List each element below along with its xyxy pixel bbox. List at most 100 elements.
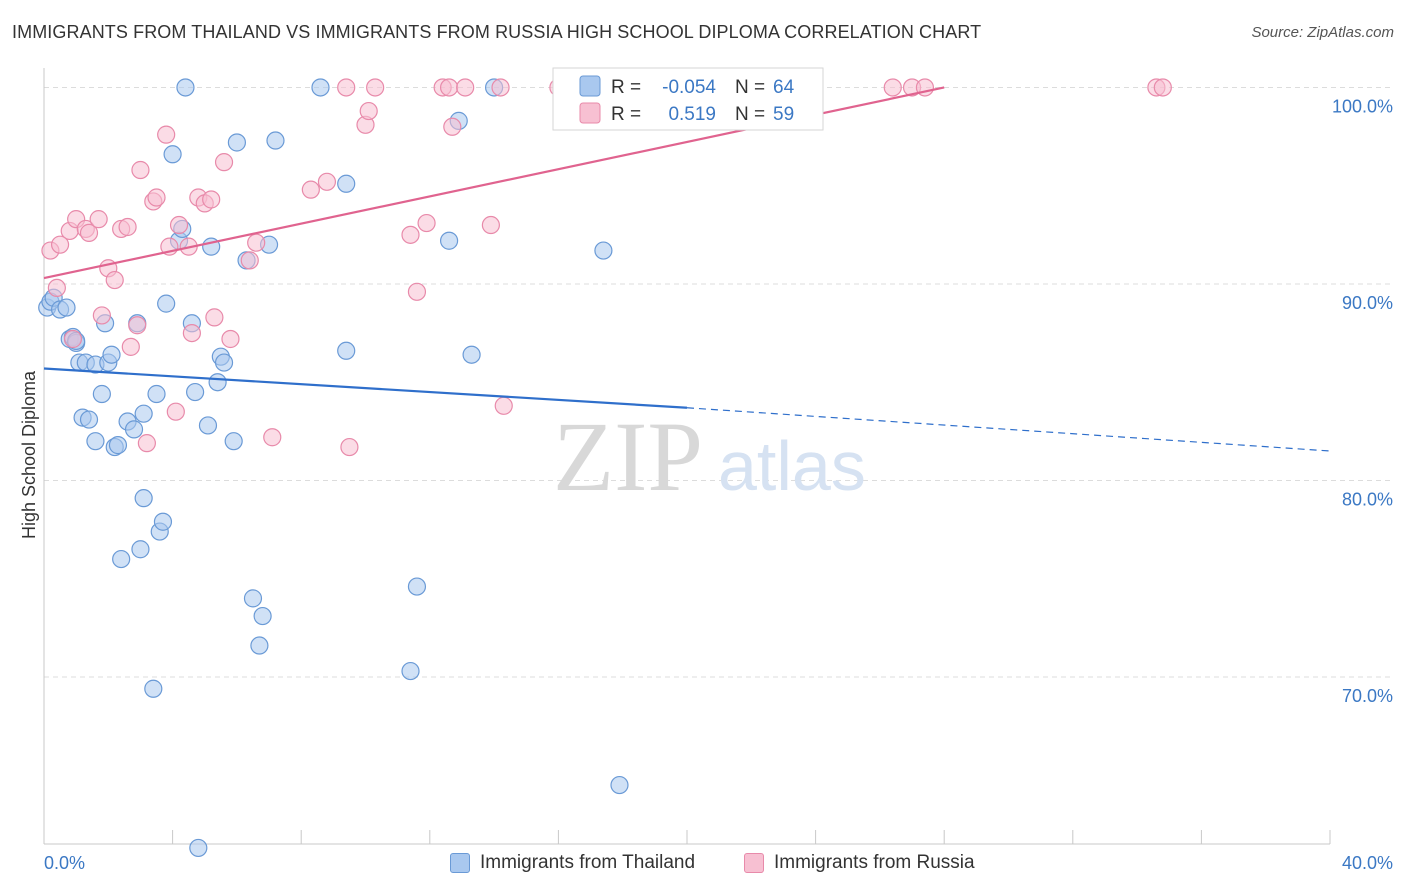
data-point [253, 606, 272, 626]
stats-r-value-thailand: -0.054 [662, 77, 716, 98]
data-point [92, 384, 111, 404]
y-tick-label: 100.0% [1332, 96, 1393, 116]
legend-label-russia: Immigrants from Russia [774, 852, 975, 873]
stats-n-label-thailand: N = [735, 77, 765, 98]
data-point [317, 172, 337, 191]
data-point [137, 434, 156, 453]
legend-item-russia[interactable]: Immigrants from Russia [744, 852, 975, 874]
data-point [266, 131, 285, 150]
data-point [108, 436, 128, 455]
data-point [359, 101, 378, 121]
data-point [439, 231, 459, 250]
data-point [366, 78, 385, 97]
data-point [610, 775, 629, 795]
data-point [214, 353, 234, 372]
data-point [481, 215, 500, 235]
data-point [102, 345, 121, 364]
source-label: Source: ZipAtlas.com [1251, 24, 1394, 41]
stats-legend-swatch-thailand [579, 75, 601, 97]
watermark-zip: ZIP [553, 401, 703, 512]
data-point [166, 402, 185, 421]
data-point [205, 308, 224, 327]
chart-title: IMMIGRANTS FROM THAILAND VS IMMIGRANTS F… [12, 22, 982, 42]
data-point [182, 324, 201, 343]
data-point [208, 373, 227, 392]
data-point [491, 78, 510, 97]
data-point [263, 428, 282, 447]
data-point [50, 235, 70, 254]
watermark-atlas: atlas [718, 427, 866, 505]
data-point [134, 404, 153, 423]
data-point [337, 341, 356, 360]
data-point [131, 160, 150, 180]
data-point [121, 337, 140, 356]
data-point [443, 117, 462, 136]
legend-swatch-thailand [450, 853, 470, 873]
data-point [163, 145, 182, 164]
data-point [128, 316, 147, 335]
data-point [131, 540, 150, 559]
data-point [439, 78, 459, 97]
data-point [198, 416, 218, 435]
data-point [340, 437, 359, 457]
data-point [202, 190, 221, 209]
data-point [147, 384, 166, 404]
data-point [494, 396, 513, 415]
data-point [227, 133, 246, 152]
data-point [240, 251, 259, 270]
y-axis-label: High School Diploma [19, 370, 39, 539]
data-point [124, 420, 144, 439]
data-point [79, 410, 99, 429]
data-point [250, 636, 269, 655]
data-point [112, 549, 131, 569]
data-point [247, 233, 266, 252]
data-point [86, 432, 105, 451]
data-point [157, 294, 176, 313]
series-thailand-points [38, 78, 629, 858]
data-point [144, 679, 163, 698]
data-point [134, 489, 153, 508]
data-point [301, 180, 320, 199]
legend-label-thailand: Immigrants from Thailand [480, 852, 696, 873]
stats-n-label-russia: N = [735, 104, 765, 125]
legend-swatch-russia [744, 853, 764, 873]
data-point [189, 838, 208, 858]
watermark: ZIP atlas [553, 401, 866, 512]
data-point [417, 213, 436, 233]
gridlines [44, 86, 1393, 678]
data-point [337, 78, 356, 97]
data-point [221, 329, 240, 349]
x-tick-label-left: 0.0% [44, 853, 85, 873]
data-point [147, 188, 166, 207]
stats-r-label-russia: R = [611, 104, 641, 125]
data-point [1153, 78, 1172, 97]
data-point [57, 298, 76, 317]
data-point [214, 153, 234, 172]
data-point [63, 329, 83, 349]
data-point [176, 78, 195, 97]
data-point [153, 512, 173, 531]
data-point [224, 432, 243, 451]
data-point [337, 174, 356, 193]
y-tick-label: 80.0% [1342, 489, 1393, 509]
data-point [401, 661, 420, 681]
data-point [92, 306, 111, 325]
stats-r-label-thailand: R = [611, 77, 641, 98]
data-point [407, 282, 427, 301]
stats-n-value-thailand: 64 [773, 77, 795, 98]
data-point [243, 589, 263, 608]
data-point [311, 78, 330, 97]
data-point [79, 223, 99, 242]
data-point [47, 278, 66, 298]
data-point [407, 577, 427, 596]
data-point [456, 78, 475, 97]
data-point [883, 78, 902, 97]
x-tick-label-right: 40.0% [1342, 853, 1393, 873]
series-russia-points [41, 78, 1172, 457]
data-point [105, 270, 124, 290]
bottom-legend: Immigrants from Thailand Immigrants from… [0, 850, 1406, 880]
legend-item-thailand[interactable]: Immigrants from Thailand [450, 852, 695, 874]
data-point [462, 345, 481, 364]
data-point [186, 382, 205, 402]
